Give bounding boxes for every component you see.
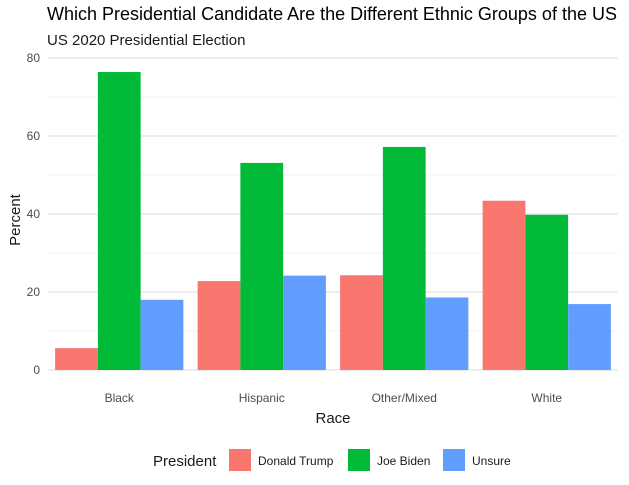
x-tick-label: White [531, 391, 562, 405]
chart-title: Which Presidential Candidate Are the Dif… [47, 4, 617, 24]
x-axis-title: Race [315, 410, 350, 427]
bar-black-donald-trump [55, 348, 98, 370]
y-tick-label: 20 [27, 285, 41, 299]
x-tick-label: Hispanic [239, 391, 285, 405]
bar-hispanic-joe-biden [240, 162, 284, 370]
x-axis-ticks: Black Hispanic Other/Mixed White [105, 391, 563, 405]
y-axis-title: Percent [7, 193, 24, 246]
x-tick-label: Black [105, 391, 135, 405]
bar-white-donald-trump [482, 200, 526, 370]
legend-title: President [153, 453, 217, 470]
legend-swatch-joe-biden [348, 449, 370, 471]
legend-label: Joe Biden [377, 454, 430, 468]
legend-label: Unsure [472, 454, 511, 468]
bar-white-joe-biden [525, 214, 569, 370]
y-axis-ticks: 0 20 40 60 80 [27, 51, 41, 377]
y-tick-label: 60 [27, 129, 41, 143]
chart-subtitle: US 2020 Presidential Election [47, 32, 246, 49]
legend-swatch-unsure [443, 449, 465, 471]
bar-other-mixed-donald-trump [340, 275, 383, 370]
legend-label: Donald Trump [258, 454, 334, 468]
y-tick-label: 40 [27, 207, 41, 221]
bar-hispanic-unsure [283, 275, 326, 370]
bar-hispanic-donald-trump [197, 281, 241, 370]
bar-black-unsure [140, 299, 184, 370]
bars [55, 72, 611, 370]
bar-white-unsure [568, 304, 611, 370]
bar-other-mixed-joe-biden [382, 146, 426, 370]
bar-black-joe-biden [97, 72, 141, 370]
legend-swatch-donald-trump [229, 449, 251, 471]
y-tick-label: 80 [27, 51, 41, 65]
y-tick-label: 0 [33, 363, 40, 377]
x-tick-label: Other/Mixed [372, 391, 437, 405]
legend: President Donald Trump Joe Biden Unsure [153, 449, 511, 471]
bar-other-mixed-unsure [425, 297, 469, 370]
